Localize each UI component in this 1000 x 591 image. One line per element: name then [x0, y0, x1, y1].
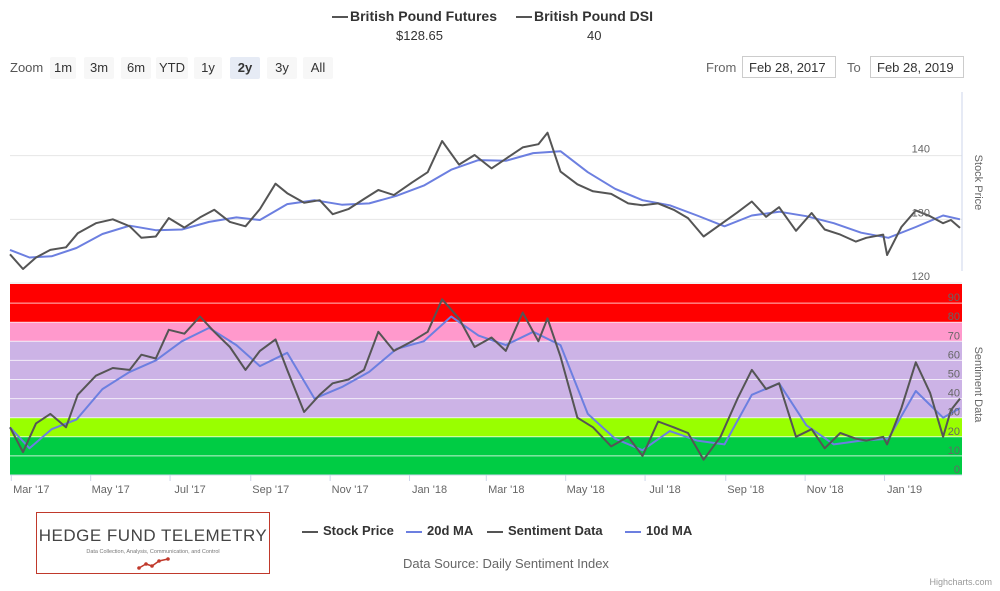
zoom-button-3y[interactable]: 3y	[267, 57, 297, 79]
sentiment-tick-label: 40	[948, 388, 960, 400]
legend-line-icon	[487, 530, 503, 533]
x-tick-label: Jul '17	[174, 484, 205, 496]
zoom-button-1m[interactable]: 1m	[50, 57, 76, 79]
range-to-label: To	[847, 60, 861, 75]
sentiment-tick-label: 70	[948, 330, 960, 342]
x-tick-label: Nov '18	[807, 484, 844, 496]
x-tick-label: Sep '17	[252, 484, 289, 496]
series-lines	[9, 131, 961, 461]
top-legend: British Pound Futures $128.65 British Po…	[0, 6, 1000, 46]
legend-value-pound-futures: $128.65	[396, 28, 443, 43]
sentiment-tick-label: 0	[954, 464, 960, 476]
legend-line-icon	[302, 530, 318, 533]
price-tick-label: 140	[912, 144, 930, 156]
x-tick-label: Nov '17	[332, 484, 369, 496]
sentiment-tick-label: 90	[948, 292, 960, 304]
range-from-input[interactable]	[742, 56, 836, 78]
zoom-button-all[interactable]: All	[303, 57, 333, 79]
legend-line-icon	[406, 530, 422, 533]
zoom-button-1y[interactable]: 1y	[194, 57, 222, 79]
axes: 120 130 140 0 10 20 30 40 50 60 70 80 90 Stock Price S…	[10, 92, 984, 496]
price-axis-title: Stock Price	[972, 155, 984, 211]
x-tick-label: Jan '18	[412, 484, 447, 496]
sentiment-tick-label: 20	[948, 426, 960, 438]
legend-line-icon	[625, 530, 641, 533]
sentiment-band-10-20	[10, 436, 962, 456]
highcharts-credit-link[interactable]: Highcharts.com	[929, 577, 992, 587]
zoom-button-2y[interactable]: 2y	[230, 57, 260, 79]
sentiment-tick-label: 60	[948, 349, 960, 361]
x-tick-label: Jul '18	[649, 484, 680, 496]
logo-subtitle: Data Collection, Analysis, Communication…	[86, 549, 220, 555]
hedge-fund-telemetry-logo: HEDGE FUND TELEMETRY Data Collection, An…	[36, 512, 270, 574]
legend-item-20d-ma[interactable]: 20d MA	[406, 523, 473, 538]
logo-chart-icon	[137, 557, 170, 570]
x-tick-label: Mar '18	[488, 484, 524, 496]
x-tick-label: May '17	[92, 484, 130, 496]
range-to-input[interactable]	[870, 56, 964, 78]
x-tick-label: May '18	[567, 484, 605, 496]
price-20d-ma-line	[9, 150, 961, 259]
sentiment-10d-ma-line	[9, 315, 961, 452]
zoom-button-ytd[interactable]: YTD	[156, 57, 188, 79]
legend-item-stock-price[interactable]: Stock Price	[302, 523, 394, 538]
sentiment-band-70-80	[10, 322, 962, 342]
zoom-button-3m[interactable]: 3m	[84, 57, 114, 79]
sentiment-tick-label: 10	[948, 445, 960, 457]
price-tick-label: 120	[912, 271, 930, 283]
stock-chart: 120 130 140 0 10 20 30 40 50 60 70 80 90 Stock Price S…	[9, 92, 984, 496]
price-line	[9, 131, 961, 270]
legend-value-pound-dsi: 40	[587, 28, 602, 43]
data-source-note: Data Source: Daily Sentiment Index	[403, 556, 609, 571]
sentiment-tick-label: 30	[948, 407, 960, 419]
logo-title: HEDGE FUND TELEMETRY	[38, 526, 268, 545]
x-tick-label: Mar '17	[13, 484, 49, 496]
sentiment-axis-title: Sentiment Data	[972, 347, 984, 424]
x-tick-label: Sep '18	[727, 484, 764, 496]
sentiment-band-20-30	[10, 417, 962, 437]
price-tick-label: 130	[912, 207, 930, 219]
sentiment-tick-label: 50	[948, 369, 960, 381]
zoom-label: Zoom	[10, 60, 44, 75]
legend-item-10d-ma[interactable]: 10d MA	[625, 523, 692, 538]
legend-line-icon	[516, 16, 532, 19]
sentiment-line	[9, 298, 961, 461]
x-tick-label: Jan '19	[887, 484, 922, 496]
range-from-label: From	[706, 60, 737, 75]
sentiment-tick-label: 80	[948, 311, 960, 323]
legend-line-icon	[332, 16, 348, 19]
sentiment-band-0-10	[10, 455, 962, 475]
legend-item-pound-futures[interactable]: British Pound Futures	[332, 8, 497, 24]
legend-item-pound-dsi[interactable]: British Pound DSI	[516, 8, 653, 24]
zoom-button-6m[interactable]: 6m	[121, 57, 151, 79]
legend-item-sentiment-data[interactable]: Sentiment Data	[487, 523, 603, 538]
